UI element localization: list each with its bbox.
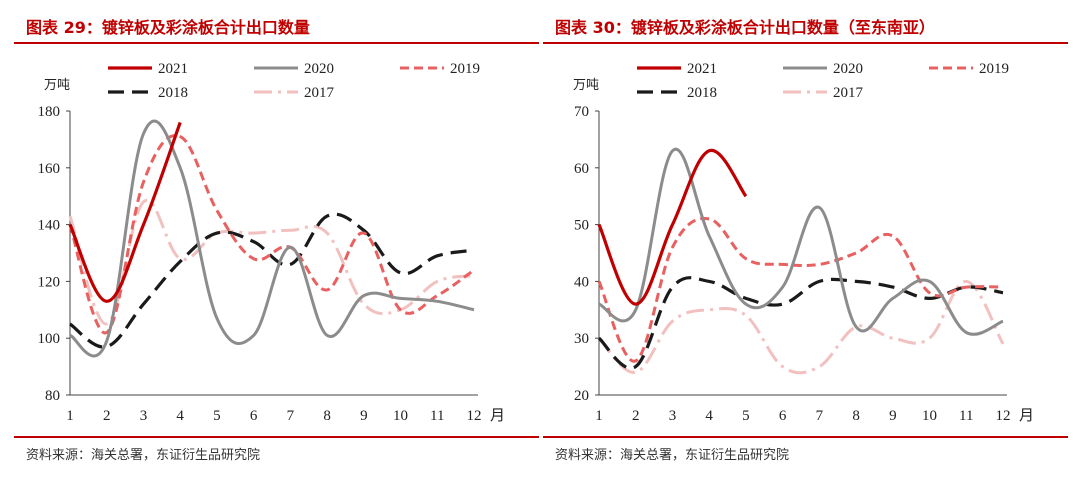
- legend-label-2017: 2017: [833, 85, 864, 101]
- y-tick-label: 80: [45, 388, 60, 404]
- x-tick-label: 6: [779, 408, 787, 424]
- y-tick-label: 30: [574, 331, 589, 347]
- legend-label-2018: 2018: [158, 85, 188, 101]
- y-tick-label: 60: [574, 161, 589, 177]
- x-tick-label: 1: [66, 408, 74, 424]
- legend-label-2020: 2020: [833, 61, 863, 77]
- source-note: 资料来源：海关总署，东证衍生品研究院: [26, 448, 261, 463]
- legend-label-2018: 2018: [687, 85, 717, 101]
- y-tick-label: 40: [574, 274, 589, 290]
- x-tick-label: 3: [140, 408, 148, 424]
- x-tick-label: 7: [816, 408, 824, 424]
- y-tick-label: 100: [38, 331, 61, 347]
- series-line-2017: [597, 279, 1005, 375]
- x-tick-label: 9: [360, 408, 368, 424]
- legend-label-2019: 2019: [979, 61, 1009, 77]
- legend-label-2017: 2017: [304, 85, 335, 101]
- source-rule: [543, 436, 1068, 438]
- legend-label-2021: 2021: [158, 61, 188, 77]
- x-tick-label: 1: [595, 408, 603, 424]
- y-axis-unit: 万吨: [44, 78, 70, 93]
- series-line-2019: [68, 134, 475, 335]
- source-note: 资料来源：海关总署，东证衍生品研究院: [555, 448, 790, 463]
- series-line-2019: [597, 217, 1004, 363]
- y-tick-label: 140: [38, 218, 61, 234]
- x-tick-label: 7: [287, 408, 295, 424]
- x-tick-label: 8: [323, 408, 331, 424]
- series-line-2018: [69, 212, 475, 349]
- y-tick-label: 70: [574, 104, 589, 120]
- series-line-2021: [597, 149, 748, 306]
- x-tick-label: 12: [467, 408, 482, 424]
- y-tick-label: 20: [574, 388, 589, 404]
- x-tick-label: 8: [852, 408, 860, 424]
- x-tick-label: 2: [632, 408, 640, 424]
- title-rule: [14, 42, 539, 44]
- x-tick-label: 11: [430, 408, 444, 424]
- x-axis-unit: 月: [490, 406, 505, 424]
- legend-label-2021: 2021: [687, 61, 717, 77]
- series-line-2018: [597, 276, 1004, 370]
- chart-title: 图表 30：镀锌板及彩涂板合计出口数量（至东南亚）: [555, 18, 935, 37]
- source-rule: [14, 436, 539, 438]
- series-line-2020: [598, 147, 1004, 336]
- title-rule: [543, 42, 1068, 44]
- y-axis-unit: 万吨: [573, 78, 599, 93]
- y-tick-label: 50: [574, 218, 589, 234]
- chart-title: 图表 29：镀锌板及彩涂板合计出口数量: [26, 18, 310, 37]
- y-tick-label: 180: [38, 104, 61, 120]
- x-tick-label: 2: [103, 408, 111, 424]
- y-tick-label: 160: [38, 161, 61, 177]
- x-tick-label: 5: [742, 408, 750, 424]
- x-axis-unit: 月: [1019, 406, 1034, 424]
- x-tick-label: 5: [213, 408, 221, 424]
- series-line-2021: [68, 121, 182, 303]
- x-tick-label: 4: [176, 408, 184, 424]
- x-tick-label: 9: [889, 408, 897, 424]
- y-tick-label: 120: [38, 274, 61, 290]
- x-tick-label: 11: [959, 408, 973, 424]
- x-tick-label: 12: [996, 408, 1011, 424]
- legend-label-2019: 2019: [450, 61, 480, 77]
- x-tick-label: 6: [250, 408, 258, 424]
- legend-label-2020: 2020: [304, 61, 334, 77]
- chart-panel-left: 图表 29：镀锌板及彩涂板合计出口数量 80 100 120 140 160 180 1 2 3…: [14, 0, 539, 487]
- x-tick-label: 4: [705, 408, 713, 424]
- x-tick-label: 3: [669, 408, 677, 424]
- x-tick-label: 10: [922, 408, 937, 424]
- series-line-2020: [69, 119, 475, 358]
- x-tick-label: 10: [393, 408, 408, 424]
- chart-panel-right: 图表 30：镀锌板及彩涂板合计出口数量（至东南亚） 20 30 40 50 60 70 1 2…: [543, 0, 1068, 487]
